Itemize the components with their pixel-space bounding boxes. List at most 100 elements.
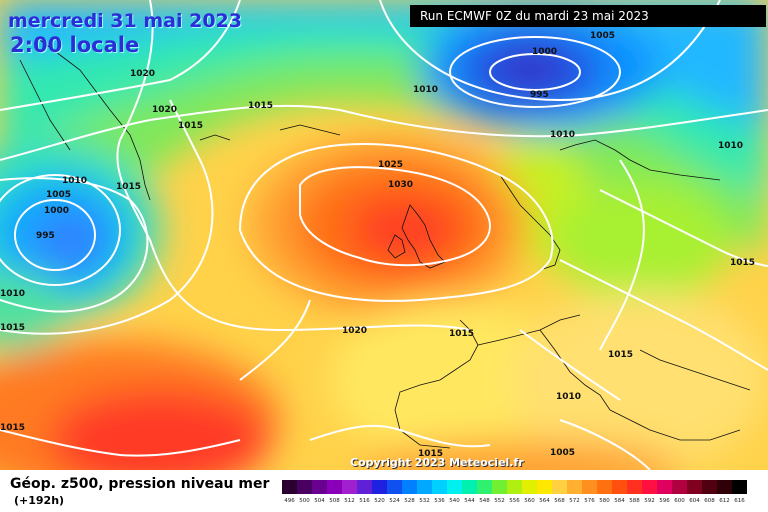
isobar-label: 1010	[62, 176, 87, 186]
isobar-label: 1000	[532, 47, 557, 57]
legend-value: 568	[554, 498, 565, 504]
legend-value: 528	[404, 498, 415, 504]
legend-swatch	[582, 480, 597, 494]
legend-swatch	[507, 480, 522, 494]
isobar-label: 1005	[550, 448, 575, 458]
legend-value: 576	[584, 498, 595, 504]
isobar-label: 1005	[590, 31, 615, 41]
legend-value: 592	[644, 498, 655, 504]
weather-map: 1005 1000 995 1010 1010 1020 1020 1015 1…	[0, 0, 768, 470]
legend-value: 524	[389, 498, 400, 504]
legend-value: 532	[419, 498, 430, 504]
isobar-label: 1015	[730, 258, 755, 268]
legend-swatch	[402, 480, 417, 494]
legend-swatch	[522, 480, 537, 494]
legend-swatch	[297, 480, 312, 494]
legend-value: 540	[449, 498, 460, 504]
legend-swatch	[447, 480, 462, 494]
color-legend	[282, 480, 747, 494]
legend-value: 572	[569, 498, 580, 504]
legend-value: 552	[494, 498, 505, 504]
legend-value: 504	[314, 498, 325, 504]
isobar-label: 1020	[152, 105, 177, 115]
legend-swatch	[312, 480, 327, 494]
isobar-label: 1015	[248, 101, 273, 111]
legend-swatch	[462, 480, 477, 494]
legend-value: 608	[704, 498, 715, 504]
legend-swatch	[342, 480, 357, 494]
isobar-label: 1010	[413, 85, 438, 95]
legend-value: 512	[344, 498, 355, 504]
isobar-label: 1000	[44, 206, 69, 216]
map-title: Géop. z500, pression niveau mer	[10, 476, 270, 492]
isobar-label: 1020	[342, 326, 367, 336]
legend-swatch	[567, 480, 582, 494]
forecast-date: mercredi 31 mai 2023	[8, 10, 242, 32]
legend-swatch	[672, 480, 687, 494]
isobar-label: 1010	[556, 392, 581, 402]
legend-value: 536	[434, 498, 445, 504]
legend-value: 496	[284, 498, 295, 504]
isobar-label: 1025	[378, 160, 403, 170]
legend-value: 548	[479, 498, 490, 504]
legend-swatch	[702, 480, 717, 494]
isobar-label: 1015	[608, 350, 633, 360]
coastlines	[19, 39, 751, 449]
legend-value: 556	[509, 498, 520, 504]
legend-swatch	[732, 480, 747, 494]
isobar-label: 995	[530, 90, 549, 100]
legend-value: 616	[734, 498, 745, 504]
legend-value: 584	[614, 498, 625, 504]
isobar-label: 1010	[718, 141, 743, 151]
legend-swatch	[687, 480, 702, 494]
legend-swatch	[657, 480, 672, 494]
isobar-label: 1015	[0, 323, 25, 333]
legend-swatch	[417, 480, 432, 494]
isobar-label: 995	[36, 231, 55, 241]
legend-value: 564	[539, 498, 550, 504]
forecast-time: 2:00 locale	[10, 33, 140, 57]
isobar-label: 1010	[0, 289, 25, 299]
isobar-label: 1010	[550, 130, 575, 140]
isobar-label: 1005	[46, 190, 71, 200]
legend-swatch	[717, 480, 732, 494]
legend-swatch	[387, 480, 402, 494]
isobar-label: 1015	[418, 449, 443, 459]
legend-swatch	[282, 480, 297, 494]
legend-value: 588	[629, 498, 640, 504]
lead-time: (+192h)	[14, 494, 65, 507]
geopotential-field	[0, 0, 768, 470]
legend-value: 596	[659, 498, 670, 504]
legend-swatch	[477, 480, 492, 494]
isobars	[0, 0, 768, 470]
isobar-label: 1015	[0, 423, 25, 433]
legend-swatch	[432, 480, 447, 494]
legend-value: 600	[674, 498, 685, 504]
legend-swatch	[597, 480, 612, 494]
legend-swatch	[627, 480, 642, 494]
legend-swatch	[357, 480, 372, 494]
legend-swatch	[372, 480, 387, 494]
legend-swatch	[492, 480, 507, 494]
legend-swatch	[327, 480, 342, 494]
color-legend-labels: 496 500 504 508 512 516 520 524 528 532 536 540 544 5…	[282, 498, 747, 504]
isobar-labels: 1005 1000 995 1010 1010 1020 1020 1015 1…	[0, 31, 755, 459]
legend-value: 520	[374, 498, 385, 504]
isobar-label: 1015	[449, 329, 474, 339]
isobar-label: 1020	[130, 69, 155, 79]
legend-value: 580	[599, 498, 610, 504]
legend-value: 508	[329, 498, 340, 504]
legend-value: 560	[524, 498, 535, 504]
legend-swatch	[537, 480, 552, 494]
legend-value: 500	[299, 498, 310, 504]
copyright: Copyright 2023 Meteociel.fr	[350, 456, 524, 469]
legend-value: 612	[719, 498, 730, 504]
isobar-label: 1015	[178, 121, 203, 131]
legend-value: 604	[689, 498, 700, 504]
isobar-label: 1030	[388, 180, 413, 190]
model-run-label: Run ECMWF 0Z du mardi 23 mai 2023	[410, 5, 766, 27]
legend-swatch	[612, 480, 627, 494]
legend-value: 516	[359, 498, 370, 504]
isobar-label: 1015	[116, 182, 141, 192]
legend-value: 544	[464, 498, 475, 504]
